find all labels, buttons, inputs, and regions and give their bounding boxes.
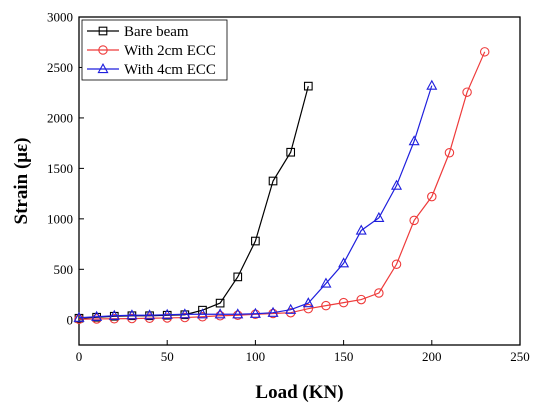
data-point-with-2cm-ecc xyxy=(233,310,243,320)
series-bare-beam xyxy=(74,81,313,323)
data-point-with-4cm-ecc xyxy=(214,308,226,319)
series-line-bare-beam xyxy=(78,85,309,319)
legend-marker xyxy=(98,45,108,55)
data-point-with-2cm-ecc xyxy=(374,288,384,298)
series-line-with-4cm-ecc xyxy=(78,85,433,319)
data-point-with-4cm-ecc xyxy=(408,135,420,146)
data-point-with-2cm-ecc xyxy=(303,303,314,314)
data-point-bare-beam xyxy=(303,81,313,91)
data-point-with-4cm-ecc xyxy=(73,311,85,322)
x-tick-label: 150 xyxy=(334,349,354,364)
data-point-with-4cm-ecc xyxy=(373,211,385,222)
data-point-with-4cm-ecc xyxy=(108,309,120,320)
y-axis-title: Strain (με) xyxy=(11,138,32,225)
data-point-bare-beam xyxy=(251,236,260,246)
data-point-with-4cm-ecc xyxy=(196,308,209,319)
data-point-with-4cm-ecc xyxy=(179,308,191,319)
x-tick-label: 200 xyxy=(422,349,442,364)
legend-marker xyxy=(97,63,109,74)
data-point-bare-beam xyxy=(286,147,296,157)
x-tick-label: 100 xyxy=(246,349,266,364)
legend-item-with-2cm-ecc: With 2cm ECC xyxy=(87,43,216,59)
data-point-with-4cm-ecc xyxy=(302,297,314,308)
data-point-with-4cm-ecc xyxy=(249,307,261,318)
y-tick-label: 1000 xyxy=(47,211,73,226)
data-point-with-4cm-ecc xyxy=(91,310,103,321)
data-point-with-4cm-ecc xyxy=(285,303,297,314)
data-point-with-2cm-ecc xyxy=(427,191,437,202)
series-layer xyxy=(73,47,490,325)
data-point-with-2cm-ecc xyxy=(409,215,419,226)
legend-label: With 2cm ECC xyxy=(124,43,216,59)
data-point-with-4cm-ecc xyxy=(144,309,156,320)
data-point-bare-beam xyxy=(233,272,243,282)
data-point-bare-beam xyxy=(215,298,225,308)
series-line-with-2cm-ecc xyxy=(78,51,486,320)
data-point-with-4cm-ecc xyxy=(232,308,244,319)
legend-item-with-4cm-ecc: With 4cm ECC xyxy=(87,62,216,78)
x-tick-label: 50 xyxy=(161,349,174,364)
data-point-bare-beam xyxy=(268,176,278,186)
data-point-with-2cm-ecc xyxy=(462,87,472,97)
y-tick-label: 2000 xyxy=(47,110,73,125)
legend-item-bare-beam: Bare beam xyxy=(87,24,189,40)
data-point-with-4cm-ecc xyxy=(161,308,173,319)
x-axis-title: Load (KN) xyxy=(255,382,343,403)
data-point-with-4cm-ecc xyxy=(390,179,403,190)
data-point-with-2cm-ecc xyxy=(356,294,366,305)
data-point-with-2cm-ecc xyxy=(479,47,490,57)
data-point-with-4cm-ecc xyxy=(320,277,332,288)
y-tick-label: 1500 xyxy=(47,161,73,176)
data-point-with-4cm-ecc xyxy=(355,224,367,235)
legend-marker xyxy=(98,26,108,36)
data-point-with-4cm-ecc xyxy=(126,309,138,320)
data-point-with-2cm-ecc xyxy=(74,314,84,325)
data-point-with-2cm-ecc xyxy=(338,297,349,308)
x-tick-label: 0 xyxy=(76,349,83,364)
x-tick-label: 250 xyxy=(510,349,530,364)
data-point-with-4cm-ecc xyxy=(267,306,279,317)
data-point-with-2cm-ecc xyxy=(215,310,225,321)
y-tick-label: 2500 xyxy=(47,60,73,75)
series-with-4cm-ecc xyxy=(73,79,438,322)
data-point-with-2cm-ecc xyxy=(391,259,402,270)
data-point-with-4cm-ecc xyxy=(426,79,438,90)
y-tick-label: 500 xyxy=(54,262,74,277)
plot-frame xyxy=(78,16,521,346)
legend-label: With 4cm ECC xyxy=(124,62,216,78)
y-tick-label: 0 xyxy=(67,312,74,327)
data-point-with-4cm-ecc xyxy=(338,257,350,268)
legend-label: Bare beam xyxy=(124,24,189,40)
y-tick-label: 3000 xyxy=(47,10,73,25)
legend: Bare beam With 2cm ECC With 4cm ECC xyxy=(81,19,228,81)
data-point-with-2cm-ecc xyxy=(444,147,455,158)
data-point-with-2cm-ecc xyxy=(321,300,331,311)
